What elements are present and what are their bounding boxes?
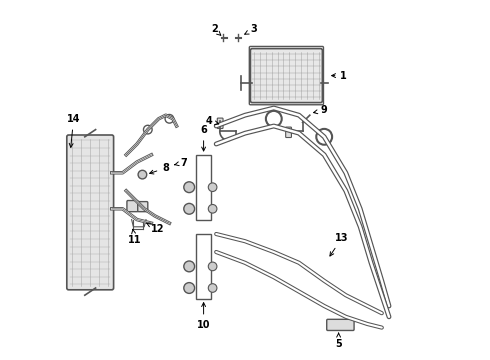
Text: 1: 1 — [332, 71, 347, 81]
Text: 11: 11 — [128, 229, 142, 245]
FancyBboxPatch shape — [327, 319, 354, 330]
Text: 14: 14 — [67, 114, 80, 147]
Text: 13: 13 — [330, 233, 348, 256]
FancyBboxPatch shape — [286, 127, 292, 138]
Text: 8: 8 — [149, 163, 169, 174]
Bar — [196, 155, 211, 220]
Text: 10: 10 — [197, 303, 210, 330]
Text: 6: 6 — [200, 125, 207, 151]
Text: 5: 5 — [335, 333, 342, 350]
Circle shape — [208, 204, 217, 213]
Circle shape — [184, 203, 195, 214]
FancyBboxPatch shape — [250, 49, 322, 103]
Circle shape — [138, 170, 147, 179]
Bar — [196, 234, 211, 299]
FancyBboxPatch shape — [217, 118, 223, 129]
FancyBboxPatch shape — [138, 202, 148, 212]
Text: 9: 9 — [314, 105, 327, 116]
FancyBboxPatch shape — [127, 201, 138, 212]
Circle shape — [208, 183, 217, 192]
Text: 2: 2 — [211, 24, 221, 35]
Text: 3: 3 — [245, 24, 257, 35]
Circle shape — [208, 262, 217, 271]
FancyBboxPatch shape — [67, 135, 114, 290]
Text: 12: 12 — [146, 223, 165, 234]
Text: 7: 7 — [174, 158, 187, 168]
Circle shape — [208, 284, 217, 292]
Circle shape — [184, 283, 195, 293]
Circle shape — [184, 182, 195, 193]
Circle shape — [184, 261, 195, 272]
Text: 4: 4 — [205, 116, 219, 126]
